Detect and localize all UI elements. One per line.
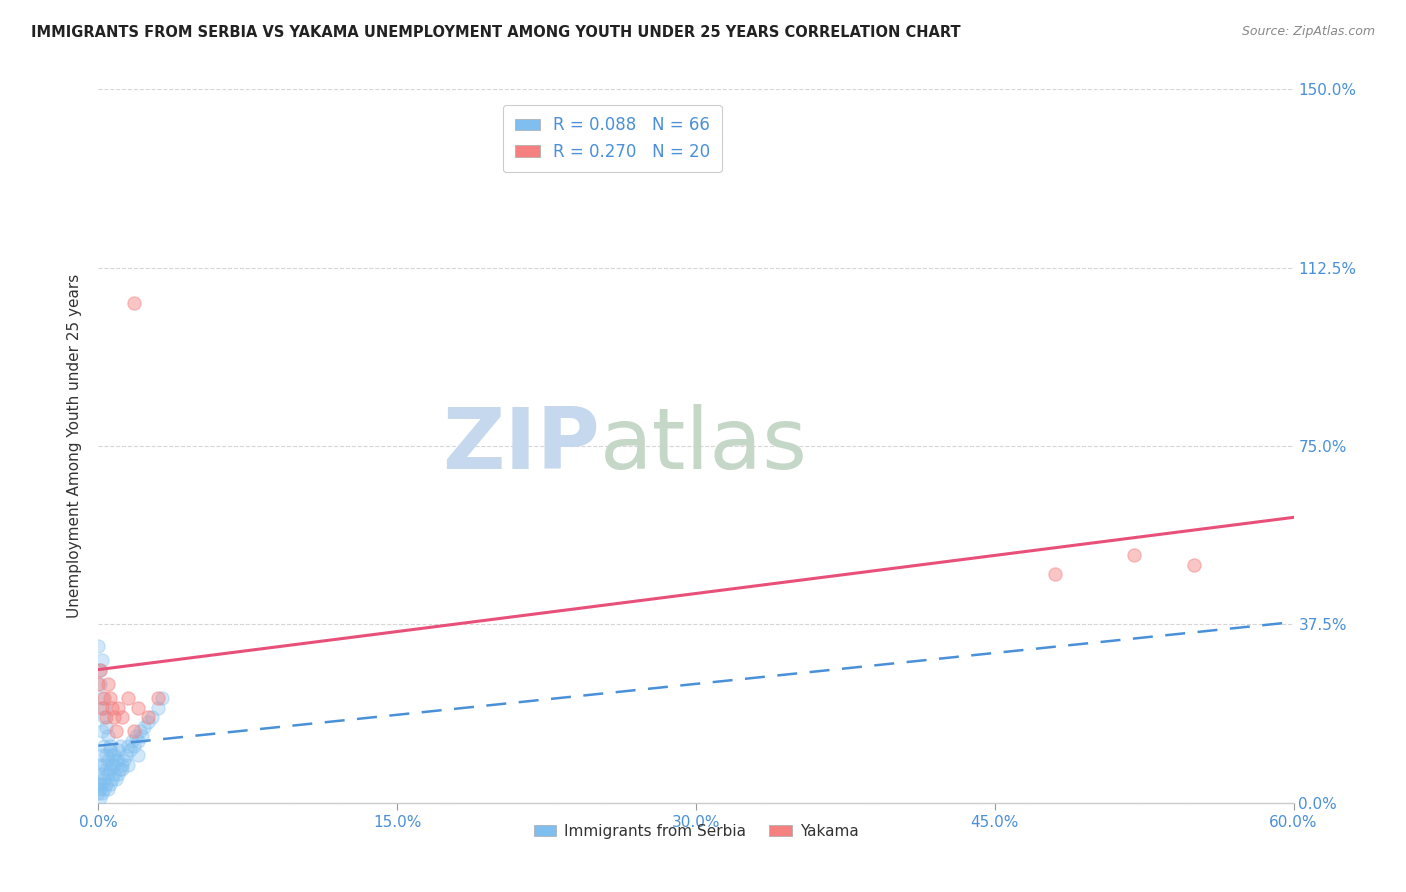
Point [101, 772, 124, 786]
Point [87, 677, 110, 691]
Point [93, 710, 115, 724]
Point [148, 691, 170, 706]
Point [127, 748, 149, 763]
Point [150, 691, 173, 706]
Point [107, 700, 129, 714]
Point [111, 757, 134, 772]
Point [93, 739, 115, 753]
Point [101, 748, 124, 763]
Point [91, 767, 114, 781]
Point [107, 767, 129, 781]
Point [96, 763, 118, 777]
Point [117, 691, 139, 706]
Point [131, 729, 153, 743]
Point [96, 710, 118, 724]
Point [1182, 558, 1205, 572]
Point [91, 724, 114, 739]
Point [125, 729, 148, 743]
Text: Source: ZipAtlas.com: Source: ZipAtlas.com [1241, 25, 1375, 38]
Point [89, 663, 111, 677]
Point [98, 743, 122, 757]
Point [105, 724, 128, 739]
Point [124, 724, 146, 739]
Point [98, 777, 122, 791]
Point [87, 639, 110, 653]
Point [121, 734, 143, 748]
Point [97, 781, 120, 796]
Point [105, 753, 128, 767]
Point [91, 653, 114, 667]
Point [91, 777, 114, 791]
Text: atlas: atlas [600, 404, 808, 488]
Point [97, 729, 120, 743]
Point [98, 763, 122, 777]
Point [96, 720, 118, 734]
Point [87, 777, 110, 791]
Point [101, 757, 124, 772]
Point [89, 791, 111, 805]
Point [93, 772, 115, 786]
Point [141, 710, 163, 724]
Point [89, 772, 111, 786]
Point [89, 781, 111, 796]
Point [91, 748, 114, 763]
Point [103, 767, 125, 781]
Point [97, 767, 120, 781]
Point [110, 739, 132, 753]
Point [110, 763, 132, 777]
Text: IMMIGRANTS FROM SERBIA VS YAKAMA UNEMPLOYMENT AMONG YOUTH UNDER 25 YEARS CORRELA: IMMIGRANTS FROM SERBIA VS YAKAMA UNEMPLO… [31, 25, 960, 40]
Point [101, 700, 124, 714]
Point [93, 691, 115, 706]
Point [98, 691, 122, 706]
Point [87, 786, 110, 800]
Point [1043, 567, 1066, 582]
Point [89, 757, 111, 772]
Point [1123, 549, 1146, 563]
Point [107, 743, 129, 757]
Point [124, 739, 146, 753]
Point [93, 700, 115, 714]
Point [103, 748, 125, 763]
Point [120, 743, 142, 757]
Point [93, 781, 115, 796]
Point [127, 734, 149, 748]
Legend: Immigrants from Serbia, Yakama: Immigrants from Serbia, Yakama [527, 818, 865, 845]
Point [96, 777, 118, 791]
Point [96, 748, 118, 763]
Point [129, 724, 152, 739]
Point [124, 296, 146, 310]
Point [91, 700, 114, 714]
Point [112, 753, 135, 767]
Point [148, 700, 170, 714]
Point [115, 748, 138, 763]
Point [98, 739, 122, 753]
Point [107, 753, 129, 767]
Point [93, 757, 115, 772]
Text: ZIP: ZIP [443, 404, 600, 488]
Point [111, 763, 134, 777]
Point [134, 720, 156, 734]
Point [111, 710, 134, 724]
Point [127, 700, 149, 714]
Point [89, 663, 111, 677]
Point [117, 757, 139, 772]
Point [103, 757, 125, 772]
Point [103, 710, 125, 724]
Point [105, 772, 128, 786]
Point [136, 714, 159, 729]
Point [97, 677, 120, 691]
Point [97, 753, 120, 767]
Point [117, 739, 139, 753]
Point [136, 710, 159, 724]
Point [91, 691, 114, 706]
Y-axis label: Unemployment Among Youth under 25 years: Unemployment Among Youth under 25 years [67, 274, 83, 618]
Point [89, 677, 111, 691]
Point [91, 786, 114, 800]
